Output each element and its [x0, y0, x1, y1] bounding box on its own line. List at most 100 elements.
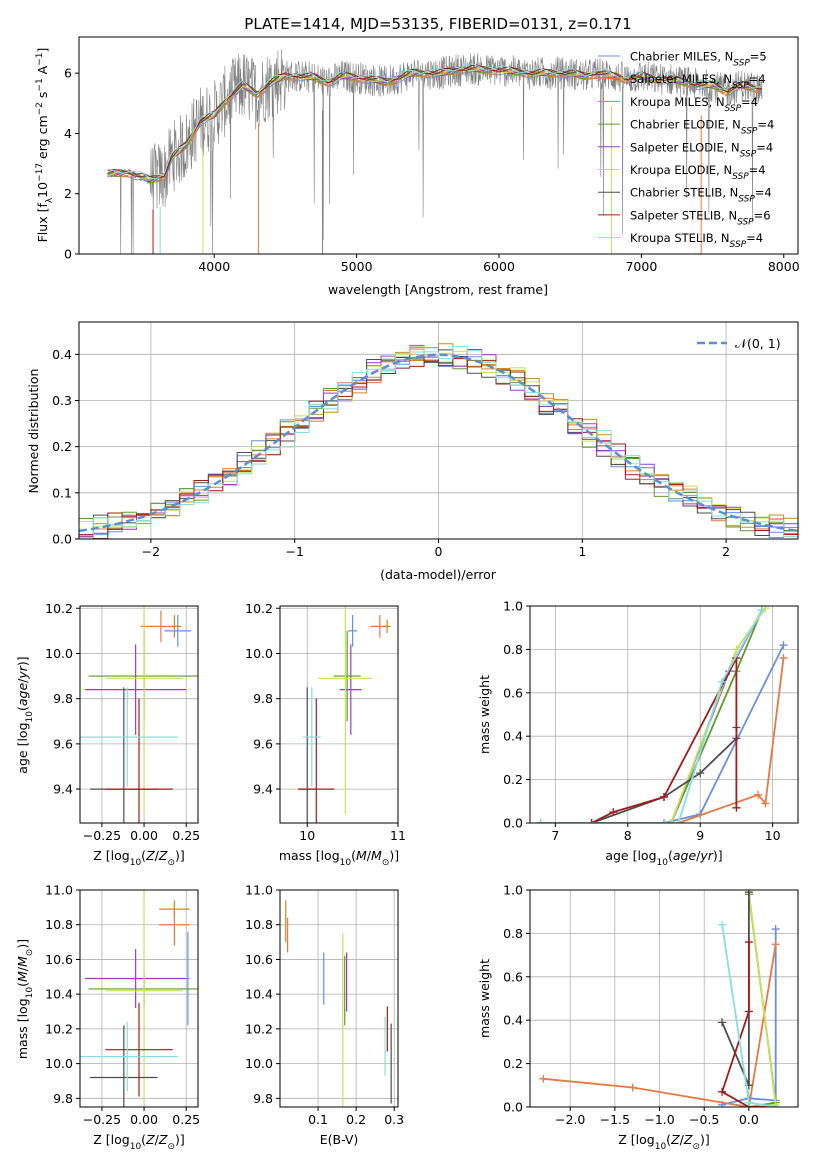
y-tick-label: 10.4 [45, 987, 73, 1002]
y-tick-label: 0.6 [503, 969, 523, 984]
x-tick-label: 9 [696, 828, 704, 843]
label-part: Z [145, 1132, 155, 1147]
mass-weight-point [628, 1083, 637, 1092]
label-part: =5 [750, 50, 767, 64]
figure-title: PLATE=1414, MJD=53135, FIBERID=0131, z=0… [244, 15, 631, 33]
label-part: SSP [741, 127, 758, 137]
y-tick-label: 9.8 [253, 691, 273, 706]
y-tick-label: 9.6 [53, 736, 73, 751]
x-tick-label: −1.5 [600, 1112, 630, 1127]
mass-weight-point [761, 799, 770, 808]
label-part: Z [683, 1132, 693, 1147]
label-part: )] [713, 848, 723, 863]
x-tick-label: 0.1 [308, 1112, 328, 1127]
x-tick-label: 7000 [625, 259, 657, 274]
label-part: M [356, 848, 367, 863]
label-part: / [15, 966, 30, 971]
label-part: )] [389, 848, 399, 863]
label-part: mass [log [15, 998, 30, 1059]
label-part: 10 [655, 1142, 667, 1152]
label-part: / [155, 1132, 160, 1147]
mass-weight-point [744, 938, 753, 947]
label-part: ⊙ [167, 1142, 175, 1152]
mass-weight-point [744, 1098, 753, 1107]
x-tick-label: 10 [765, 828, 781, 843]
label-part: yr [15, 665, 30, 679]
model-spectrum-line [107, 63, 762, 180]
label-part: ( [666, 1132, 671, 1147]
label-part: Salpeter STELIB, N [630, 208, 737, 222]
label-part: =4 [756, 140, 773, 154]
y-tick-label: 1.0 [503, 599, 523, 614]
mass-weight-line [543, 944, 777, 1107]
spectrum-panel: 4000 5000 6000 7000 8000 0 2 4 6 wavelength [Angs… [35, 36, 800, 297]
label-part: SSP [732, 172, 749, 182]
y-axis-label: age [log10(age/yr)] [15, 656, 35, 773]
label-part: SSP [738, 195, 755, 205]
label-part: Salpeter ELODIE, N [630, 140, 740, 154]
label-part: ( [141, 1132, 146, 1147]
legend-entry-label: Kroupa STELIB, NSSP=4 [630, 231, 763, 250]
label-part: −1 [35, 78, 45, 91]
x-axis-label: wavelength [Angstrom, rest frame] [328, 282, 548, 297]
y-tick-label: 0.6 [503, 685, 523, 700]
label-part: ( [15, 982, 30, 987]
y-tick-label: 10.2 [45, 1021, 73, 1036]
y-tick-label: 9.8 [253, 1091, 273, 1106]
plot-area [80, 890, 198, 1107]
label-part: 10 [340, 858, 352, 868]
mass-weight-point [718, 1018, 727, 1027]
label-part: A [35, 65, 50, 78]
y-tick-label: 0.0 [503, 1100, 523, 1115]
plot-area [285, 900, 392, 1107]
x-axis-label: E(B-V) [320, 1132, 359, 1147]
mass-weight-point [696, 769, 705, 778]
label-part: ⊙ [692, 1142, 700, 1152]
label-part: / [367, 848, 372, 863]
y-tick-label: 0.4 [52, 347, 72, 362]
label-part: mass [log [279, 848, 340, 863]
axes-frame [529, 889, 799, 1108]
residual-histogram [79, 358, 798, 539]
y-tick-label: 10.6 [245, 952, 273, 967]
label-part: Flux [f [35, 203, 50, 243]
legend-entry-label: 𝒩(0, 1) [735, 336, 781, 351]
label-part: age [log [605, 848, 656, 863]
y-tick-label: 9.4 [53, 782, 73, 797]
y-tick-label: 10.8 [245, 917, 273, 932]
label-part: ] [35, 48, 50, 53]
label-part: / [696, 848, 701, 863]
y-tick-label: 0.0 [52, 532, 72, 547]
x-tick-label: 8 [624, 828, 632, 843]
y-tick-label: 0.2 [52, 439, 72, 454]
label-part: −1 [35, 53, 45, 66]
model-spectrum-line [107, 64, 762, 178]
label-part: λ [45, 197, 55, 203]
mass-weight-point [744, 890, 753, 897]
legend-entry-label: Chabrier MILES, NSSP=5 [630, 50, 767, 69]
label-part: Z [145, 848, 155, 863]
axes-frame [79, 605, 199, 824]
label-part: Kroupa MILES, N [630, 95, 725, 109]
mass-weight-point [771, 1103, 780, 1107]
label-part: Z [log [93, 1132, 129, 1147]
x-tick-label: −1 [285, 544, 303, 559]
label-part: =4 [749, 163, 766, 177]
label-part: =6 [754, 208, 771, 222]
y-tick-label: 0.3 [52, 393, 72, 408]
label-part: ( [668, 848, 673, 863]
y-tick-label: 10.2 [45, 601, 73, 616]
x-axis-label: Z [log10(Z/Z⊙)] [93, 1132, 185, 1152]
legend-entry-label: Chabrier ELODIE, NSSP=4 [630, 118, 774, 137]
mass-weight-point [539, 1074, 548, 1083]
y-tick-label: 0.8 [503, 926, 523, 941]
x-axis-label: mass [log10(M/M⊙)] [279, 848, 399, 868]
x-tick-label: −2.0 [555, 1112, 585, 1127]
y-tick-label: 0 [64, 247, 72, 262]
y-axis-label: mass weight [477, 959, 492, 1038]
legend-entry-label: Chabrier STELIB, NSSP=4 [630, 186, 772, 205]
x-axis-label: (data-model)/error [380, 567, 497, 582]
label-part: 10 [25, 987, 35, 999]
label-part: −17 [35, 163, 45, 182]
